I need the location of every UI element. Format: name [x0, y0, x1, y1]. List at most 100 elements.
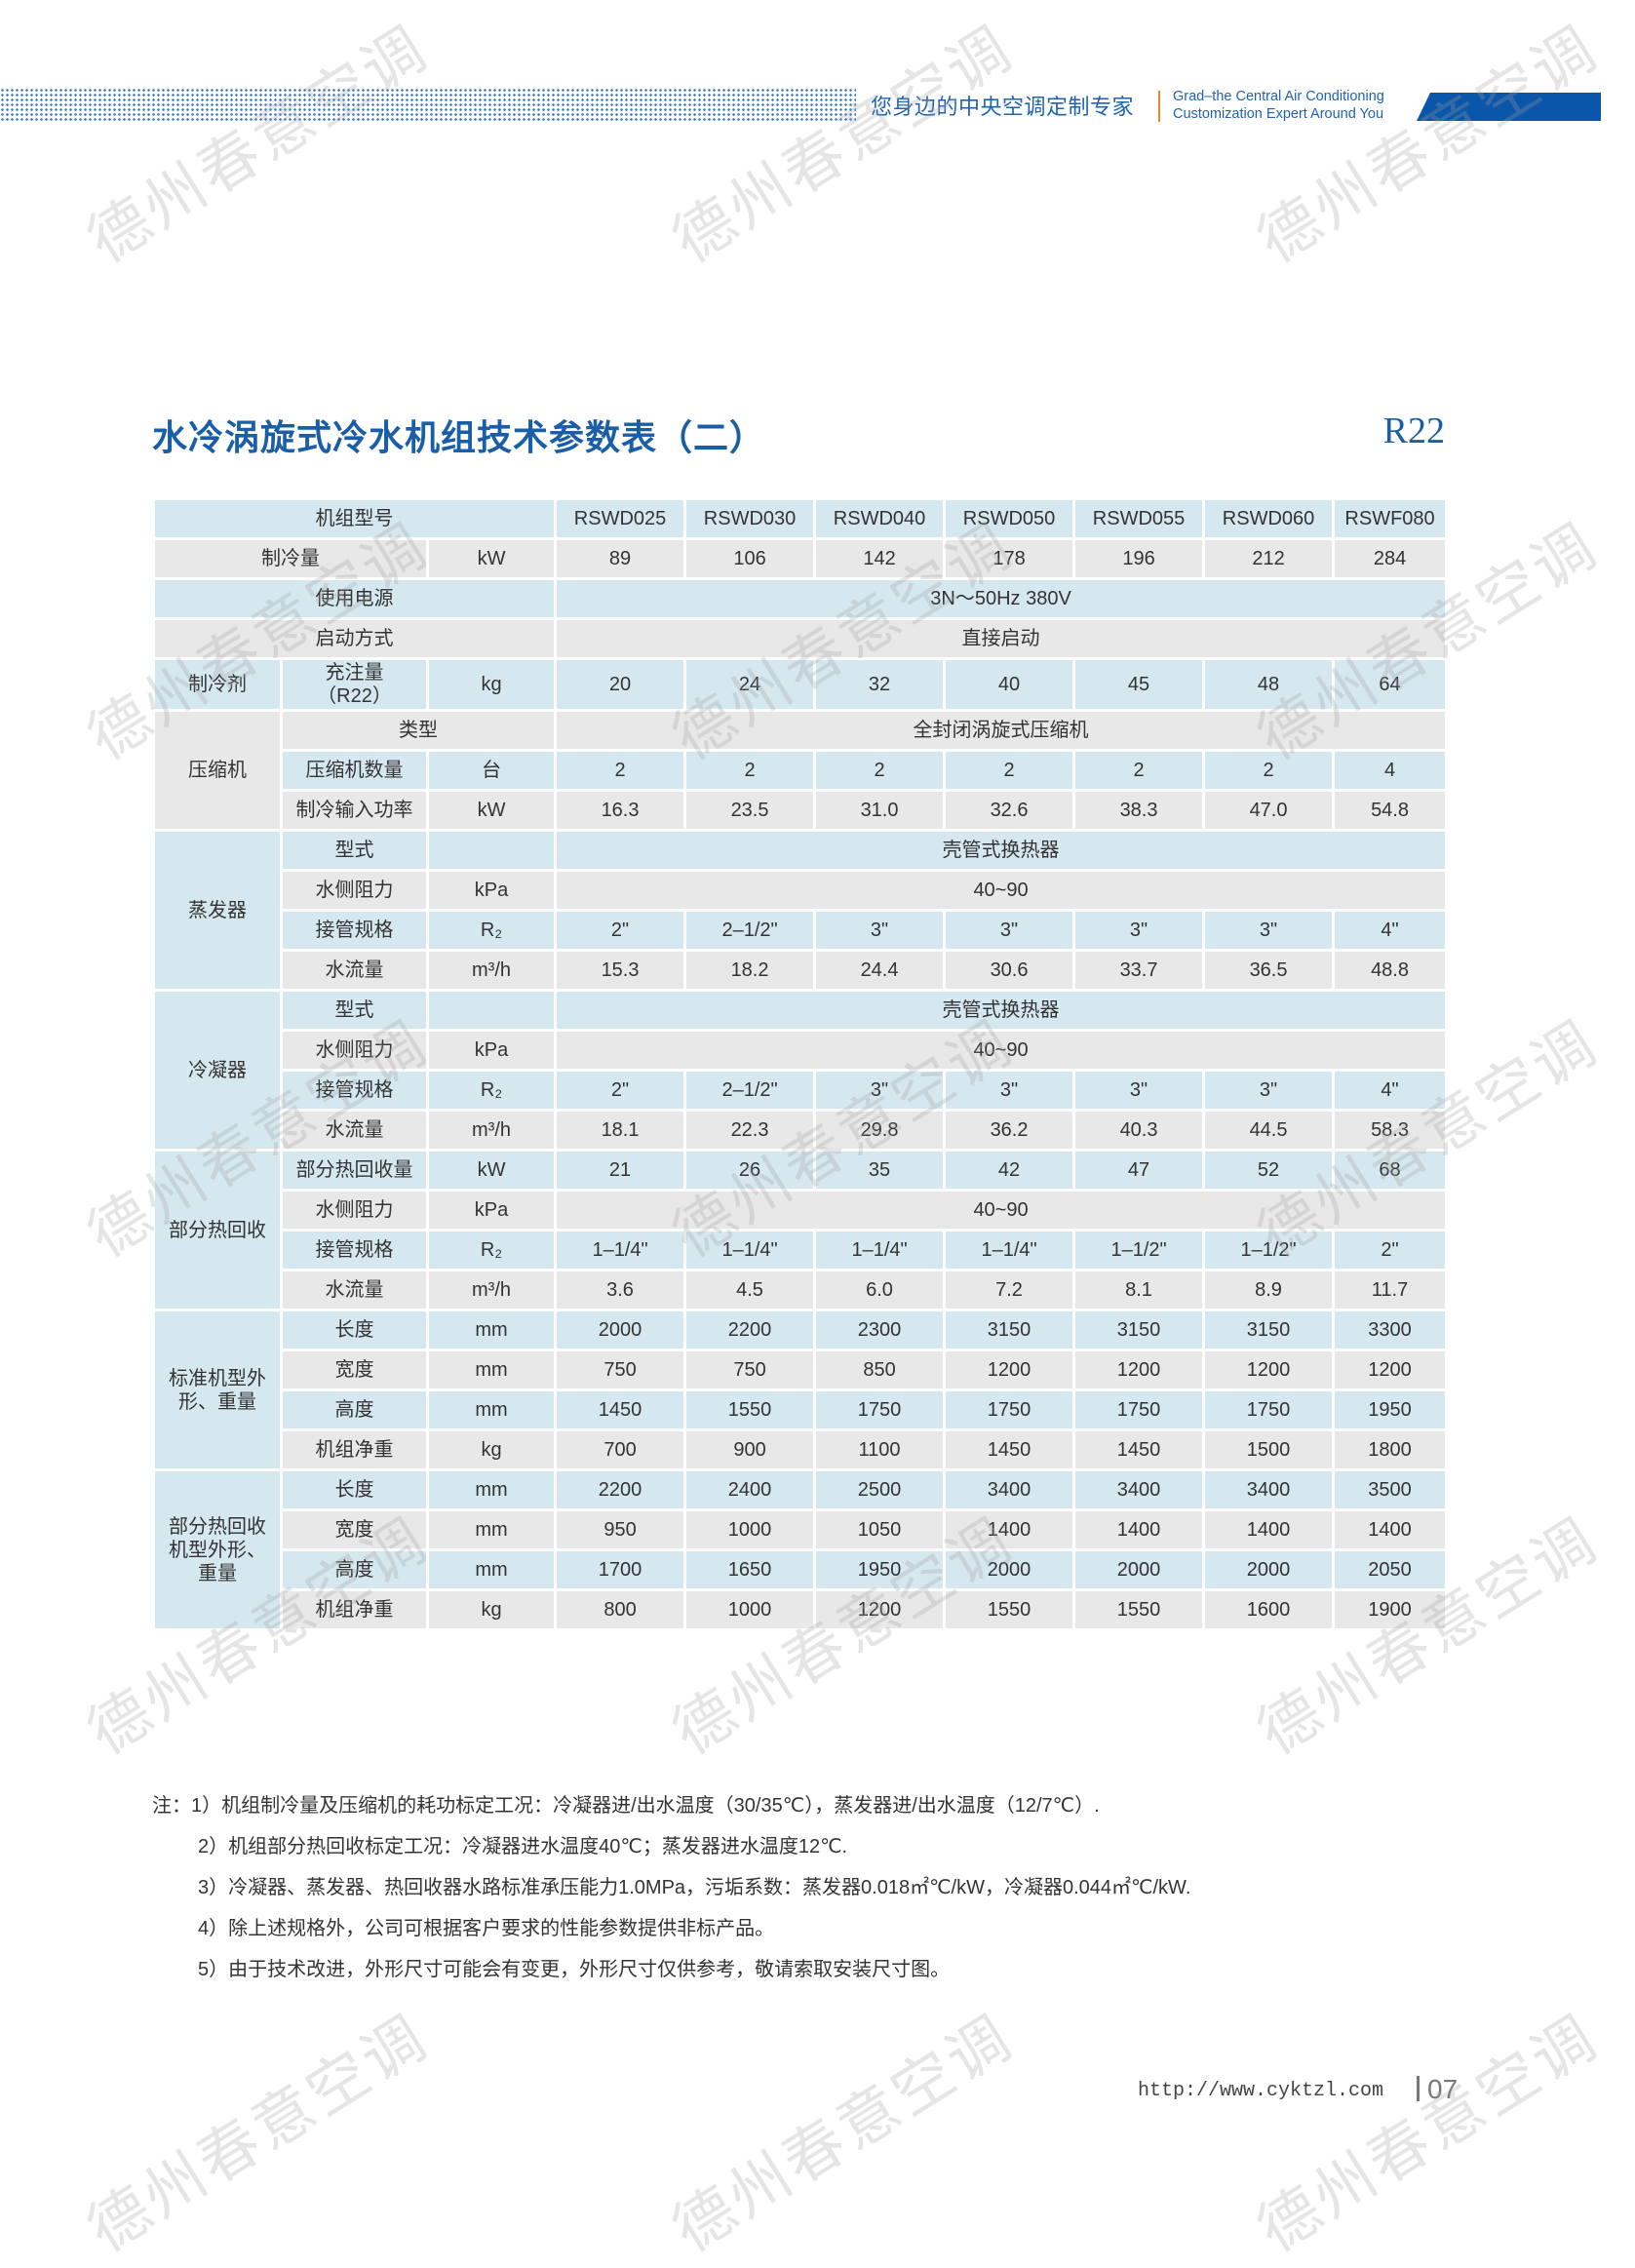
row-label: 水流量 [280, 1269, 429, 1311]
row-unit: R₂ [425, 909, 558, 952]
table-row: 机组净重 kg 700 900 1100 1450 1450 1500 1800 [154, 1428, 1449, 1471]
table-row: 接管规格 R₂ 2" 2–1/2" 3" 3" 3" 3" 4" [154, 909, 1449, 952]
value-cell: 4" [1332, 909, 1449, 952]
group-label: 压缩机 [152, 709, 283, 832]
table-row: 宽度 mm 750 750 850 1200 1200 1200 1200 [154, 1349, 1449, 1391]
value-cell: 3400 [1202, 1468, 1336, 1511]
value-cell: 1800 [1332, 1428, 1449, 1471]
row-label: 制冷量 [152, 537, 429, 580]
value-cell: 3" [1072, 909, 1206, 952]
row-label: 部分热回收量 [280, 1149, 429, 1192]
table-row: 水流量 m³/h 18.1 22.3 29.8 36.2 40.3 44.5 58.3 [154, 1109, 1449, 1152]
value-cell: 2 [554, 749, 687, 792]
note-5: 5）由于技术改进，外形尺寸可能会有变更，外形尺寸仅供参考，敬请索取安装尺寸图。 [198, 1959, 951, 1980]
row-label: 接管规格 [280, 909, 429, 952]
merged-value-cell: 3N～50Hz 380V [554, 577, 1449, 620]
value-cell: 2000 [554, 1309, 687, 1351]
value-cell: 58.3 [1332, 1109, 1449, 1152]
table-row: 接管规格 R₂ 2" 2–1/2" 3" 3" 3" 3" 4" [154, 1069, 1449, 1112]
website-link[interactable]: http://www.cyktzl.com [1138, 2080, 1384, 2102]
spec-table: 机组型号 RSWD025 RSWD030 RSWD040 RSWD050 RSWD055 R… [151, 497, 1449, 1631]
group-label: 部分热回收 机型外形、 重量 [152, 1468, 283, 1631]
row-unit [425, 829, 558, 872]
value-cell: 47.0 [1202, 789, 1336, 832]
value-cell: 2050 [1332, 1548, 1449, 1591]
model-name: RSWD050 [943, 497, 1076, 540]
slogan-english-line2: Customization Expert Around You [1173, 106, 1384, 122]
row-label: 制冷输入功率 [280, 789, 429, 832]
value-cell: 1050 [813, 1508, 947, 1551]
table-row: 水侧阻力 kPa 40~90 [154, 1029, 1449, 1072]
value-cell: 54.8 [1332, 789, 1449, 832]
header-label: 机组型号 [151, 497, 558, 540]
value-cell: 4" [1332, 1069, 1449, 1112]
value-cell: 2 [813, 749, 947, 792]
row-unit: mm [425, 1309, 558, 1351]
page-number-bar [1417, 2076, 1420, 2101]
value-cell: 42 [943, 1149, 1076, 1192]
row-label: 压缩机数量 [280, 749, 429, 792]
value-cell: 22.3 [683, 1109, 817, 1152]
value-cell: 24.4 [813, 949, 947, 992]
row-label: 长度 [280, 1309, 429, 1351]
row-unit: mm [425, 1468, 558, 1511]
value-cell: 16.3 [554, 789, 687, 832]
table-row: 使用电源 3N～50Hz 380V [151, 577, 1449, 620]
row-unit: kPa [425, 869, 558, 912]
value-cell: 36.2 [943, 1109, 1076, 1152]
row-label: 充注量 （R22） [280, 657, 429, 712]
slogan-english: Grad–the Central Air Conditioning Custom… [1173, 88, 1384, 123]
value-cell: 3" [943, 909, 1076, 952]
group-label: 标准机型外 形、重量 [152, 1309, 283, 1471]
group-label: 制冷剂 [152, 657, 283, 712]
value-cell: 2" [554, 1069, 687, 1112]
value-cell: 750 [683, 1349, 817, 1391]
row-label: 机组净重 [280, 1588, 429, 1631]
row-label: 长度 [280, 1468, 429, 1511]
value-cell: 1700 [554, 1548, 687, 1591]
value-cell: 2300 [813, 1309, 947, 1351]
group-label: 蒸发器 [152, 829, 283, 992]
value-cell: 7.2 [943, 1269, 1076, 1311]
model-name: RSWD025 [554, 497, 687, 540]
value-cell: 4.5 [683, 1269, 817, 1311]
row-unit: 台 [425, 749, 558, 792]
value-cell: 2200 [554, 1468, 687, 1511]
value-cell: 35 [813, 1149, 947, 1192]
value-cell: 2 [1072, 749, 1206, 792]
table-header-row: 机组型号 RSWD025 RSWD030 RSWD040 RSWD050 RSWD055 R… [151, 497, 1449, 540]
value-cell: 1100 [813, 1428, 947, 1471]
value-cell: 38.3 [1072, 789, 1206, 832]
merged-value-cell: 直接启动 [554, 617, 1449, 660]
value-cell: 3400 [1072, 1468, 1206, 1511]
watermark-text: 德州春意空调 [77, 2003, 441, 2265]
note-1: 注：1）机组制冷量及压缩机的耗功标定工况：冷凝器进/出水温度（30/35℃），蒸… [152, 1795, 1100, 1817]
value-cell: 2–1/2" [683, 909, 817, 952]
model-name: RSWF080 [1332, 497, 1449, 540]
header-divider [1158, 91, 1160, 122]
table-row: 部分热回收 机型外形、 重量 长度 mm 2200 2400 2500 3400 3400 34… [152, 1468, 1449, 1631]
note-2: 2）机组部分热回收标定工况：冷凝器进水温度40℃；蒸发器进水温度12℃. [198, 1836, 848, 1857]
table-row: 冷凝器 型式 壳管式换热器 [152, 989, 1449, 1152]
value-cell: 2200 [683, 1309, 817, 1351]
value-cell: 1450 [943, 1428, 1076, 1471]
watermark-text: 德州春意空调 [662, 14, 1026, 276]
value-cell: 47 [1072, 1149, 1206, 1192]
value-cell: 1400 [943, 1508, 1076, 1551]
value-cell: 2–1/2" [683, 1069, 817, 1112]
value-cell: 196 [1072, 537, 1206, 580]
value-cell: 26 [683, 1149, 817, 1192]
notes: 注：1）机组制冷量及压缩机的耗功标定工况：冷凝器进/出水温度（30/35℃），蒸… [152, 1792, 1190, 1997]
table-row: 宽度 mm 950 1000 1050 1400 1400 1400 1400 [154, 1508, 1449, 1551]
value-cell: 900 [683, 1428, 817, 1471]
value-cell: 4 [1332, 749, 1449, 792]
value-cell: 24 [683, 657, 817, 712]
value-cell: 3.6 [554, 1269, 687, 1311]
table-row: 水侧阻力 kPa 40~90 [154, 869, 1449, 912]
refrigerant-tag: R22 [1382, 411, 1445, 451]
note-4: 4）除上述规格外，公司可根据客户要求的性能参数提供非标产品。 [198, 1918, 775, 1939]
row-unit: R₂ [425, 1229, 558, 1271]
value-cell: 1650 [683, 1548, 817, 1591]
table-row: 高度 mm 1700 1650 1950 2000 2000 2000 2050 [154, 1548, 1449, 1591]
value-cell: 18.2 [683, 949, 817, 992]
